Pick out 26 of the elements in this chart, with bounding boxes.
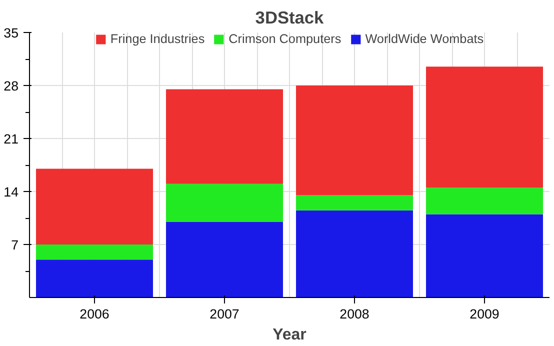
bar [296,86,413,196]
x-tick-label: 2008 [340,306,370,322]
y-tick-label: 21 [4,132,19,146]
bar [36,244,153,260]
legend-label: Fringe Industries [110,32,205,46]
legend-label: WorldWide Wombats [365,32,484,46]
x-tick-label: 2006 [80,306,110,322]
y-tick-label: 14 [4,184,20,200]
bar [296,210,413,298]
y-tick-label: 28 [4,78,19,94]
x-tick-label: 2007 [210,306,240,322]
bar [426,188,543,214]
chart-title: 3DStack [255,8,324,28]
legend-label: Crimson Computers [228,32,342,46]
bar [426,66,543,188]
bar [166,89,283,184]
bar [36,168,153,244]
y-tick-label: 7 [11,238,19,252]
x-tick-label: 2009 [470,306,500,322]
y-tick-label: 35 [4,26,19,40]
bar [166,184,283,222]
bar [296,195,413,210]
bar [426,214,543,298]
bar [36,260,153,298]
x-axis-title: Year [272,326,306,344]
bar [166,222,283,298]
